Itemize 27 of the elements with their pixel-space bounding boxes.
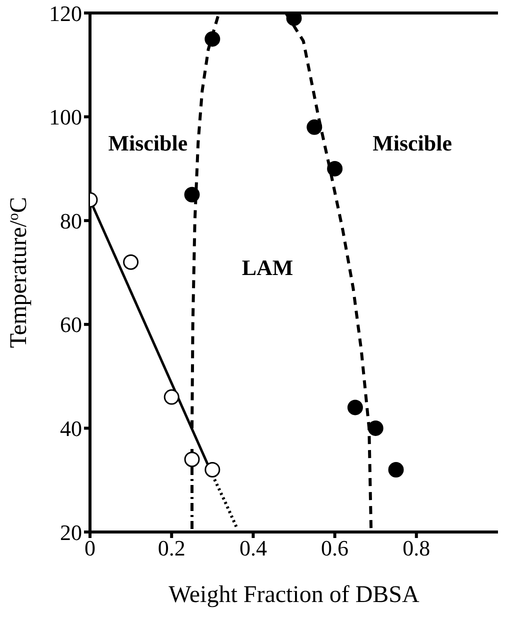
y-tick-label: 80 (60, 208, 82, 234)
point (388, 462, 404, 478)
point (327, 160, 343, 176)
x-tick-label: 0 (84, 536, 96, 561)
point (164, 389, 180, 405)
point (123, 254, 139, 270)
x-axis-title: Weight Fraction of DBSA (168, 582, 420, 608)
annotation: Miscible (372, 130, 452, 156)
x-tick-label: 0.2 (158, 536, 186, 561)
x-tick-label: 0.6 (321, 536, 349, 561)
y-tick-label: 120 (49, 0, 82, 26)
point (306, 119, 322, 135)
y-tick-label: 60 (60, 312, 82, 338)
point (286, 13, 302, 26)
point (184, 186, 200, 202)
annotation: LAM (242, 255, 294, 280)
point (204, 462, 220, 478)
point (347, 400, 363, 416)
y-tick-label: 40 (60, 416, 82, 442)
y-tick-label: 20 (60, 520, 82, 545)
point (204, 31, 220, 47)
annotation: Miscible (108, 130, 188, 156)
point (184, 452, 200, 468)
x-tick-label: 0.8 (402, 536, 430, 561)
y-tick-label: 100 (49, 104, 82, 130)
x-tick-label: 0.4 (239, 536, 267, 561)
point (368, 420, 384, 436)
